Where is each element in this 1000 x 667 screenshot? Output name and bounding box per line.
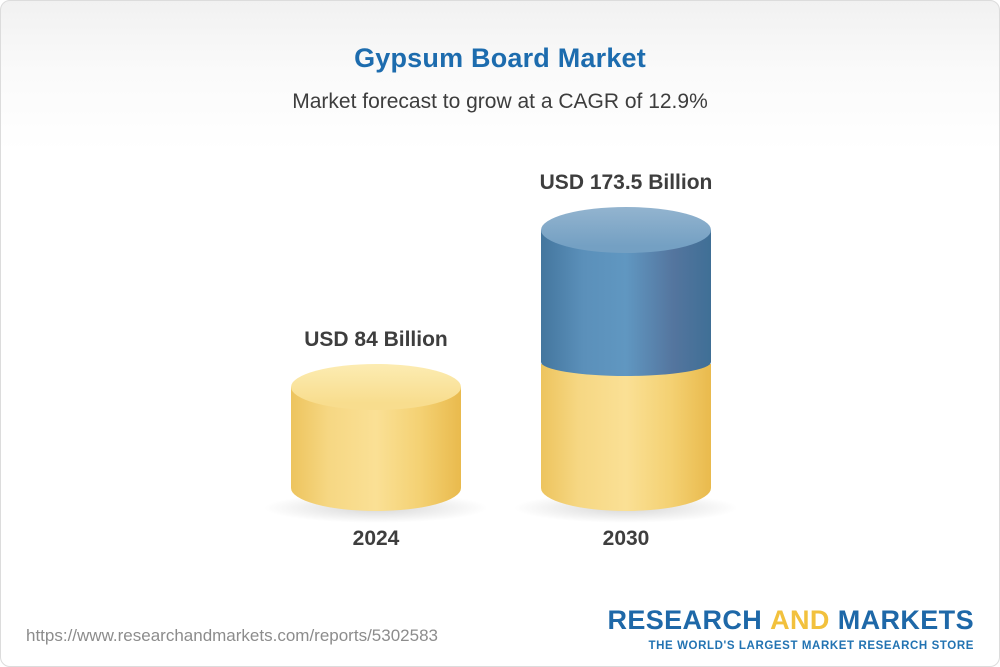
value-label-2024: USD 84 Billion (304, 328, 448, 351)
header: Gypsum Board Market Market forecast to g… (1, 1, 999, 114)
cylinder-2030-segment-top (541, 207, 711, 376)
cylinder-2030-segment-bottom (541, 364, 711, 511)
cylinder-2024 (263, 364, 489, 523)
logo-wordmark: RESEARCH AND MARKETS (607, 605, 974, 636)
page-title: Gypsum Board Market (354, 43, 646, 73)
logo-word-and: AND (770, 605, 830, 636)
research-and-markets-logo[interactable]: RESEARCH AND MARKETS THE WORLD'S LARGEST… (607, 605, 974, 652)
cylinder-top-ellipse (291, 364, 461, 410)
year-label-2024: 2024 (352, 527, 400, 550)
logo-tagline: THE WORLD'S LARGEST MARKET RESEARCH STOR… (648, 640, 974, 652)
year-label-2030: 2030 (602, 527, 650, 550)
cylinder-2030 (513, 207, 739, 523)
logo-word-markets: MARKETS (837, 605, 974, 636)
page-subtitle: Market forecast to grow at a CAGR of 12.… (292, 90, 708, 113)
report-url-link[interactable]: https://www.researchandmarkets.com/repor… (26, 626, 438, 645)
bar-group-2030: USD 173.5 Billion 2030 (513, 171, 739, 550)
value-label-2030: USD 173.5 Billion (539, 171, 713, 194)
bar-group-2024: USD 84 Billion 2024 (263, 328, 489, 550)
cylinder-top-ellipse (541, 207, 711, 253)
cylinder-body (541, 364, 711, 511)
logo-word-research: RESEARCH (607, 605, 763, 636)
cylinder-body (541, 230, 711, 376)
